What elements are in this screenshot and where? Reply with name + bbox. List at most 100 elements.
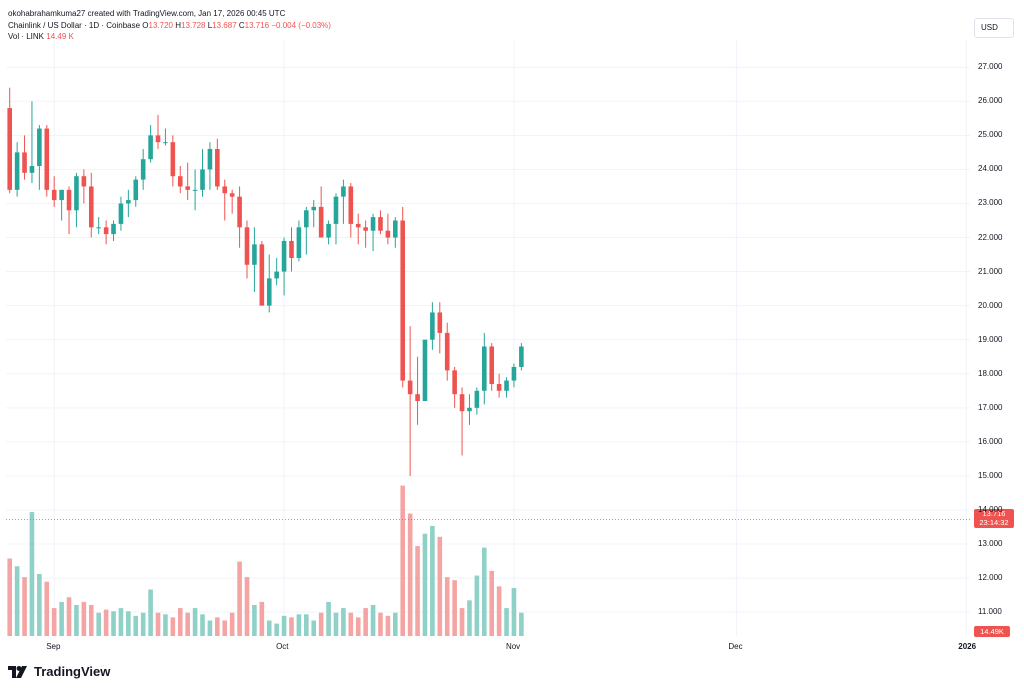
candle-body bbox=[407, 380, 413, 395]
chart-area[interactable] bbox=[6, 40, 970, 636]
y-axis-tick-label: 18.000 bbox=[978, 368, 1003, 378]
volume-bar bbox=[7, 558, 13, 636]
volume-bar bbox=[103, 609, 109, 636]
candle-body bbox=[192, 189, 198, 191]
candle-body bbox=[44, 128, 50, 190]
y-axis-tick-label: 21.000 bbox=[978, 266, 1003, 276]
last-price-tag: 13.716 23:14:32 bbox=[974, 509, 1014, 528]
candle-body bbox=[355, 223, 361, 228]
y-axis-tick-label: 27.000 bbox=[978, 62, 1003, 72]
candle-body bbox=[244, 227, 250, 265]
price-chart[interactable] bbox=[6, 40, 970, 636]
volume-bar bbox=[444, 577, 450, 636]
candle-body bbox=[341, 186, 346, 197]
x-axis-tick-label: Dec bbox=[728, 642, 743, 651]
volume-bar bbox=[14, 566, 20, 636]
volume-legend: Vol · LINK 14.49 K bbox=[8, 32, 74, 41]
volume-bar bbox=[37, 574, 42, 636]
y-axis-tick-label: 14.000 bbox=[978, 504, 1003, 514]
volume-bar bbox=[126, 611, 131, 636]
volume-bar bbox=[326, 601, 331, 636]
candle-body bbox=[7, 108, 13, 190]
volume-bar bbox=[422, 533, 428, 636]
candle-body bbox=[252, 244, 257, 265]
candle-body bbox=[504, 380, 509, 391]
candle-body bbox=[326, 223, 331, 238]
close-value: 13.716 bbox=[244, 21, 270, 30]
candle-body bbox=[88, 186, 94, 228]
candle-body bbox=[22, 152, 27, 173]
candle-body bbox=[222, 186, 228, 194]
candle-body bbox=[281, 240, 287, 272]
y-axis-tick-label: 24.000 bbox=[978, 164, 1003, 174]
volume-bar bbox=[200, 614, 205, 636]
candle-body bbox=[103, 227, 109, 235]
volume-bar bbox=[88, 605, 94, 636]
candle-body bbox=[185, 186, 190, 190]
volume-bar bbox=[185, 612, 190, 636]
volume-bar bbox=[378, 612, 383, 636]
volume-bar bbox=[74, 605, 79, 636]
candle-body bbox=[318, 206, 324, 238]
volume-bar bbox=[29, 512, 35, 636]
low-value: 13.687 bbox=[212, 21, 237, 30]
volume-bar bbox=[481, 547, 487, 636]
y-axis-tick-label: 20.000 bbox=[978, 300, 1003, 310]
candle-body bbox=[378, 217, 383, 231]
open-value: 13.720 bbox=[148, 21, 173, 30]
volume-bar bbox=[474, 575, 480, 636]
volume-bar bbox=[393, 612, 398, 636]
candle-body bbox=[14, 152, 20, 190]
y-axis-tick-label: 23.000 bbox=[978, 198, 1003, 208]
volume-bar bbox=[133, 615, 139, 636]
x-axis-tick-label: Sep bbox=[46, 642, 61, 651]
candle-body bbox=[118, 203, 124, 224]
volume-bar bbox=[467, 600, 472, 636]
volume-bar bbox=[170, 617, 176, 636]
candle-body bbox=[474, 390, 480, 408]
volume-bar bbox=[266, 620, 272, 636]
volume-bar bbox=[259, 601, 265, 636]
volume-bar bbox=[511, 587, 517, 636]
volume-value: 14.49 K bbox=[46, 32, 74, 41]
candle-body bbox=[304, 210, 309, 228]
symbol-title: Chainlink / US Dollar · 1D · Coinbase bbox=[8, 21, 141, 30]
candle-body bbox=[311, 206, 317, 211]
currency-selector[interactable]: USD bbox=[974, 18, 1014, 38]
volume-bar bbox=[430, 525, 435, 636]
y-axis-tick-label: 22.000 bbox=[978, 232, 1003, 242]
candle-body bbox=[266, 278, 272, 306]
volume-bar bbox=[370, 605, 376, 636]
candle-body bbox=[274, 271, 279, 279]
candle-body bbox=[229, 193, 235, 197]
candle-body bbox=[170, 142, 176, 177]
candle-body bbox=[481, 346, 487, 391]
candle-body bbox=[29, 166, 35, 173]
y-axis-tick-label: 16.000 bbox=[978, 436, 1003, 446]
candle-body bbox=[422, 339, 428, 402]
volume-bar bbox=[229, 612, 235, 636]
candle-body bbox=[37, 128, 42, 167]
candle-body bbox=[148, 135, 153, 160]
volume-bar bbox=[385, 615, 391, 636]
candle-body bbox=[452, 370, 457, 395]
volume-bar bbox=[348, 612, 354, 636]
x-axis-tick-label: Oct bbox=[276, 642, 289, 651]
x-axis-tick-label: Nov bbox=[505, 642, 521, 651]
candle-body bbox=[155, 135, 161, 143]
volume-bar bbox=[489, 570, 495, 636]
tradingview-logo[interactable]: TradingView bbox=[8, 664, 110, 679]
volume-bar bbox=[163, 614, 168, 636]
candle-body bbox=[437, 312, 443, 333]
volume-bar bbox=[207, 620, 213, 636]
volume-bar bbox=[341, 608, 346, 636]
author-line: okohabrahamkuma27 created with TradingVi… bbox=[8, 9, 286, 18]
close-label: C bbox=[238, 21, 245, 30]
candle-body bbox=[370, 217, 376, 231]
high-value: 13.728 bbox=[181, 21, 206, 30]
candle-body bbox=[133, 179, 139, 201]
y-axis-tick-label: 13.000 bbox=[978, 539, 1003, 549]
last-volume: 14.49K bbox=[980, 627, 1004, 636]
candle-body bbox=[81, 176, 87, 187]
volume-bar bbox=[66, 597, 72, 636]
